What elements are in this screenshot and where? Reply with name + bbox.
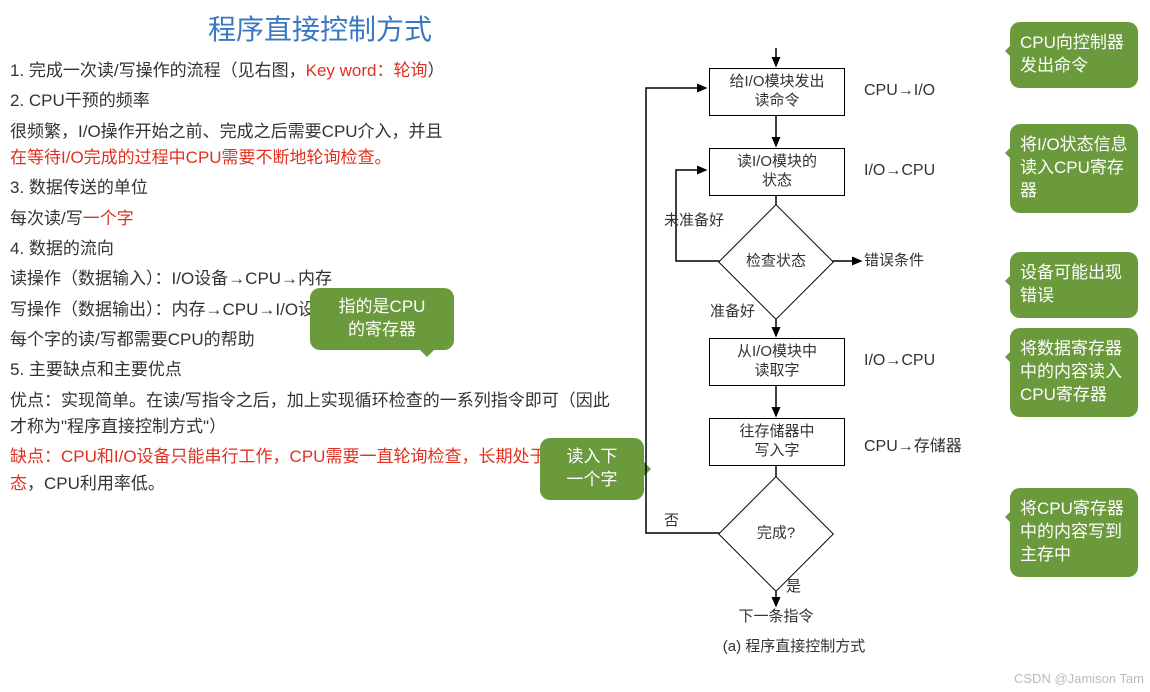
s2-line-b: 在等待I/O完成的过程中CPU需要不断地轮询检查。 xyxy=(10,148,392,167)
node-read-word: 从I/O模块中 读取字 xyxy=(709,338,845,386)
s4-a: 读操作（数据输入）：I/O设备→CPU→内存 xyxy=(10,266,610,292)
flow-caption: (a) 程序直接控制方式 xyxy=(694,638,894,657)
node-check-status: 检查状态 xyxy=(706,221,846,303)
callout-c1: CPU向控制器发出命令 xyxy=(1010,22,1138,88)
callout-c3: 设备可能出现错误 xyxy=(1010,252,1138,318)
callout-c2: 将I/O状态信息读入CPU寄存器 xyxy=(1010,124,1138,213)
s5-b2: ，CPU利用率低。 xyxy=(27,474,165,493)
side-io-cpu-2: I/O→CPU xyxy=(864,352,935,370)
s5-a: 优点：实现简单。在读/写指令之后，加上实现循环检查的一系列指令即可（因此才称为"… xyxy=(10,388,610,441)
left-content: 1. 完成一次读/写操作的流程（见右图，Key word：轮询） 2. CPU干… xyxy=(10,58,610,501)
node-done: 完成? xyxy=(706,493,846,575)
node-issue-read-cmd: 给I/O模块发出 读命令 xyxy=(709,68,845,116)
s5-head: 5. 主要缺点和主要优点 xyxy=(10,357,610,383)
s2-line-a: 很频繁，I/O操作开始之前、完成之后需要CPU介入，并且 xyxy=(10,122,443,141)
s3-head: 3. 数据传送的单位 xyxy=(10,175,610,201)
callout-cpu-register: 指的是CPU 的寄存器 xyxy=(310,288,454,350)
s2-head: 2. CPU干预的频率 xyxy=(10,88,610,114)
s3-a: 每次读/写 xyxy=(10,209,83,228)
s3-b: 一个字 xyxy=(83,209,134,228)
s1-keyword: Key word：轮询 xyxy=(306,61,428,80)
label-ready: 准备好 xyxy=(710,303,755,322)
callout-read-next-word: 读入下 一个字 xyxy=(540,438,644,500)
s1-text-c: ） xyxy=(428,61,445,80)
callout-c5: 将CPU寄存器中的内容写到主存中 xyxy=(1010,488,1138,577)
flowchart: 给I/O模块发出 读命令 读I/O模块的 状态 检查状态 从I/O模块中 读取字… xyxy=(646,38,966,668)
s1-text-a: 1. 完成一次读/写操作的流程（见右图， xyxy=(10,61,306,80)
side-cpu-io: CPU→I/O xyxy=(864,82,935,100)
side-cpu-mem: CPU→存储器 xyxy=(864,432,962,456)
label-error: 错误条件 xyxy=(864,252,924,271)
label-no: 否 xyxy=(664,512,679,531)
node-read-status: 读I/O模块的 状态 xyxy=(709,148,845,196)
page-title: 程序直接控制方式 xyxy=(0,8,640,48)
label-yes: 是 xyxy=(786,578,801,597)
node-next-instr: 下一条指令 xyxy=(726,608,826,627)
s4-head: 4. 数据的流向 xyxy=(10,236,610,262)
label-not-ready: 未准备好 xyxy=(664,212,724,231)
node-write-word: 往存储器中 写入字 xyxy=(709,418,845,466)
side-io-cpu-1: I/O→CPU xyxy=(864,162,935,180)
callout-c4: 将数据寄存器中的内容读入CPU寄存器 xyxy=(1010,328,1138,417)
